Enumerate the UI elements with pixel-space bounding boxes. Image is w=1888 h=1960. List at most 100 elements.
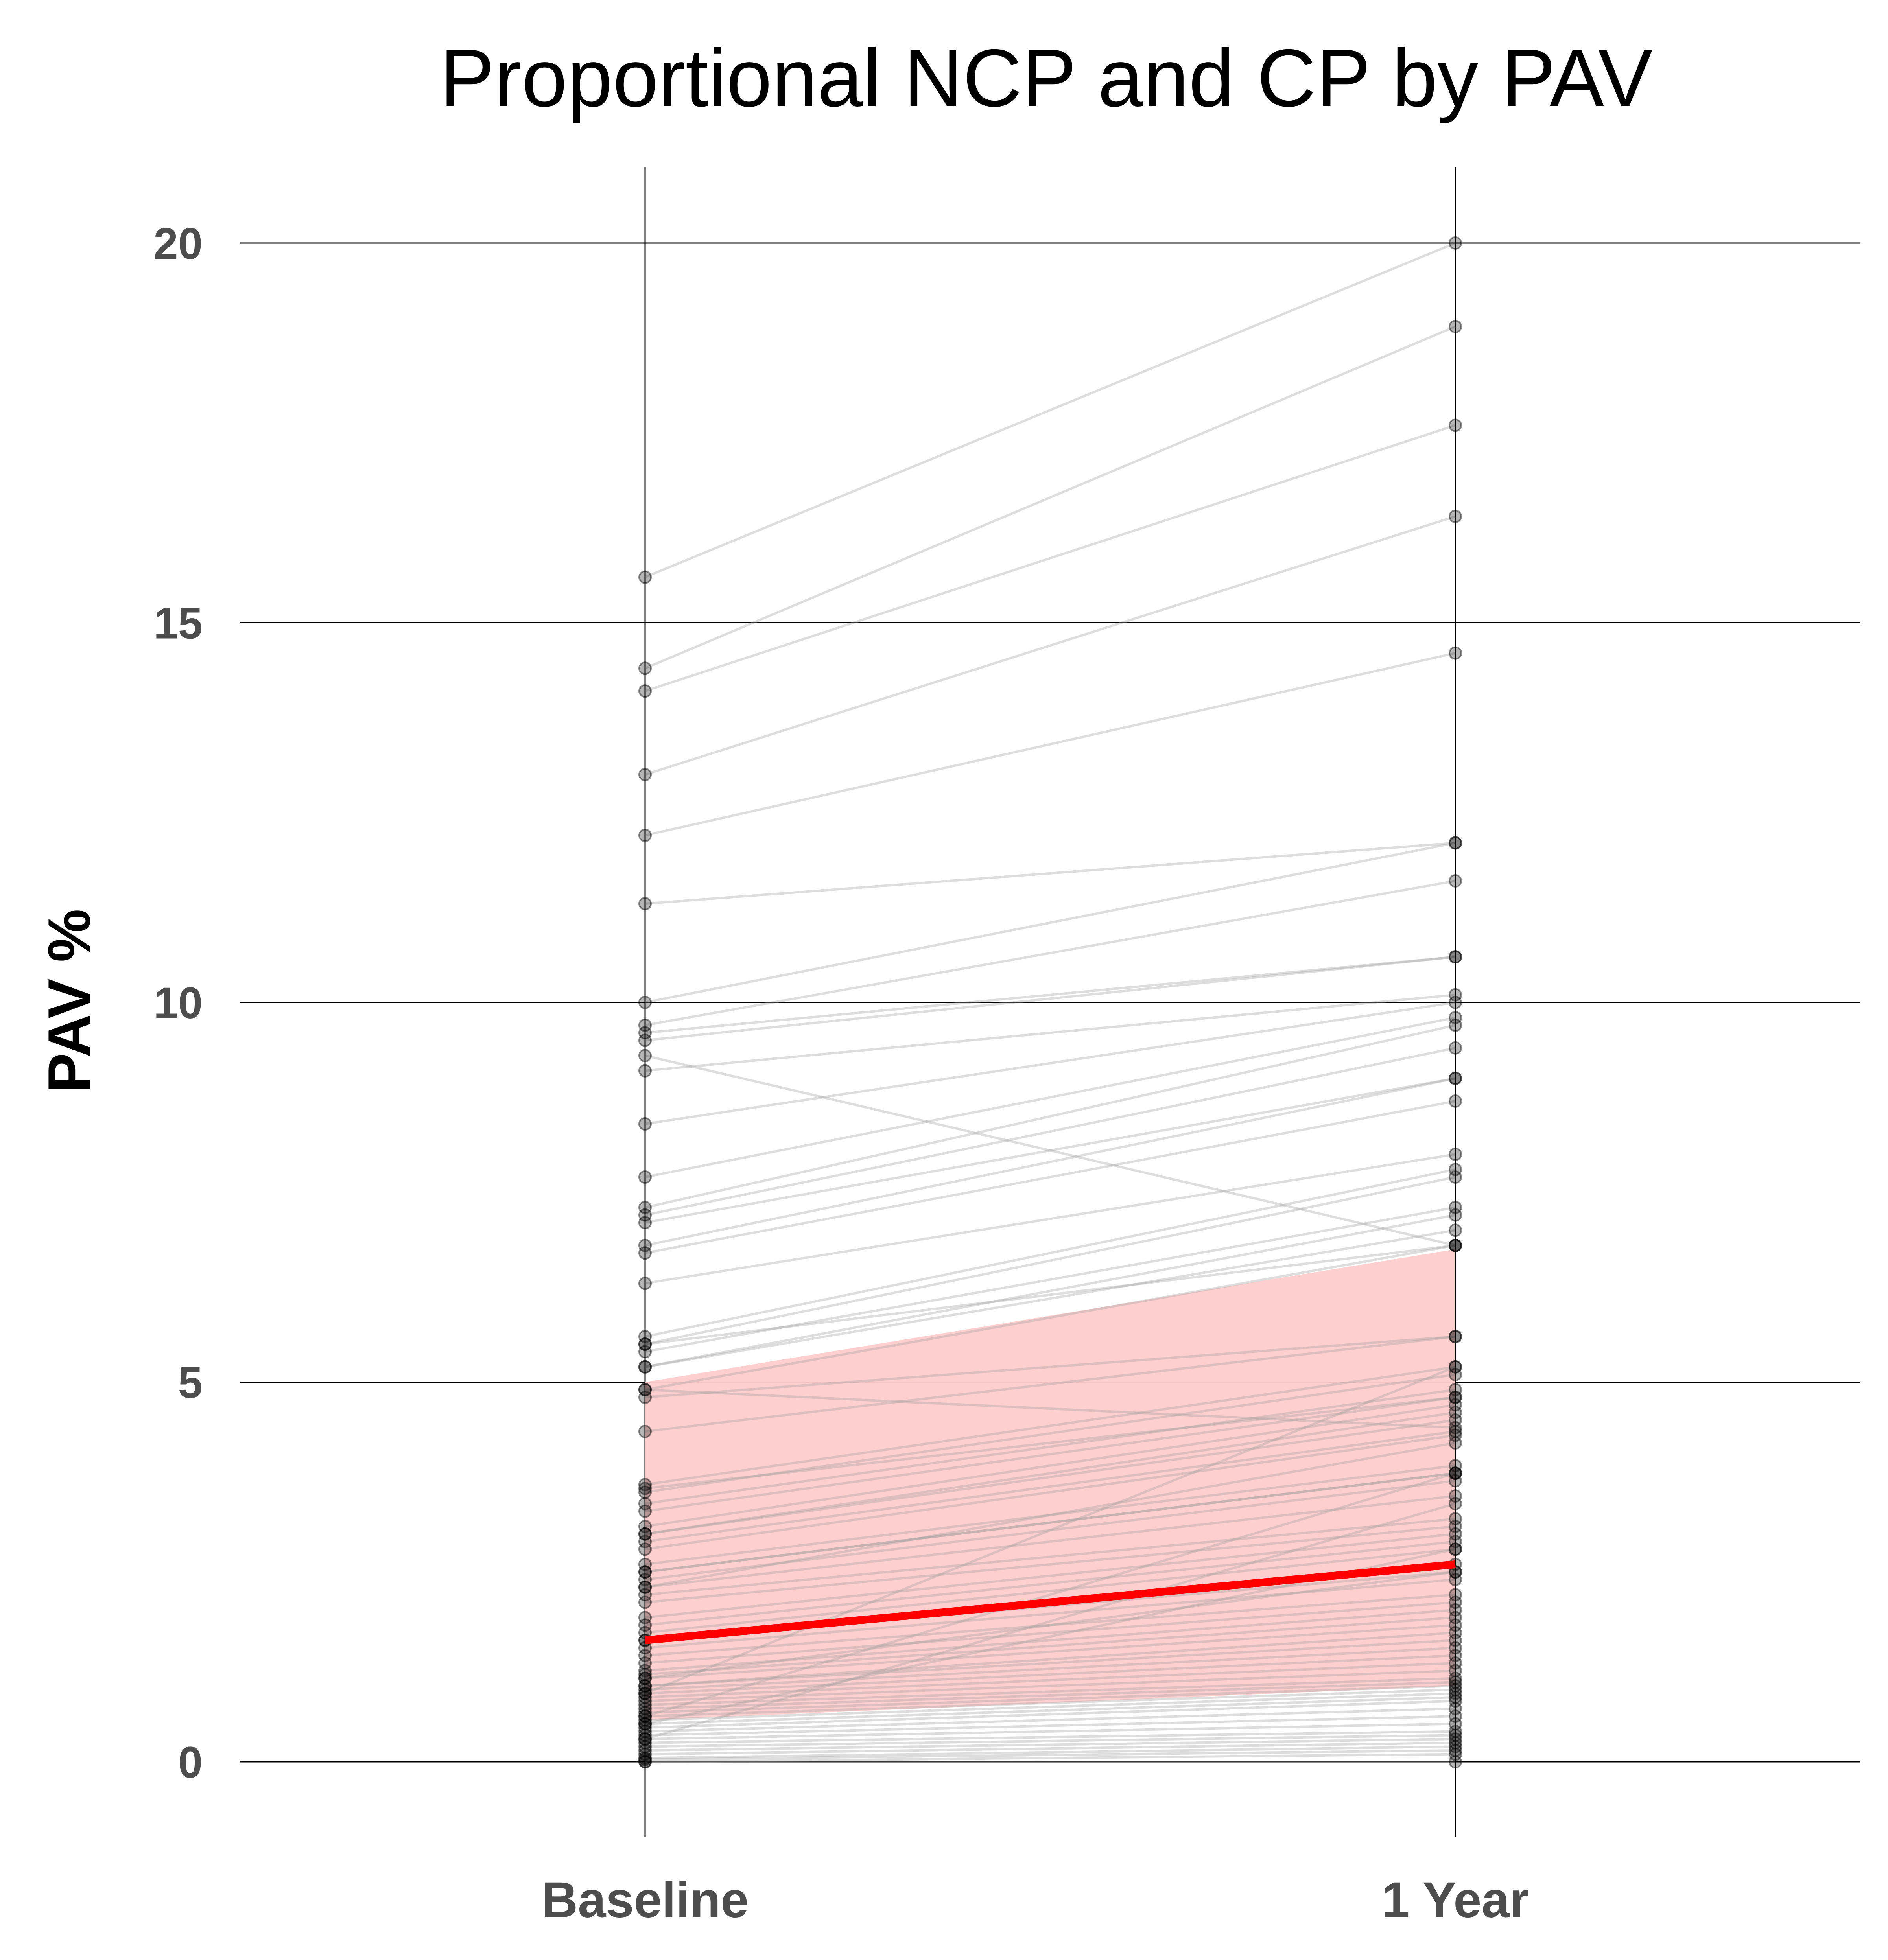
subject-point <box>638 1216 652 1229</box>
subject-point <box>1449 1740 1462 1754</box>
subject-point <box>1449 1208 1462 1222</box>
subject-line <box>645 1054 1456 1247</box>
subject-point <box>1449 1421 1462 1435</box>
subject-point <box>638 1064 652 1078</box>
subject-point <box>1449 1094 1462 1108</box>
subject-point <box>638 1383 652 1396</box>
subject-point <box>638 1535 652 1549</box>
subject-point <box>638 1383 652 1396</box>
subject-line <box>645 1730 1456 1744</box>
subject-point <box>1449 1611 1462 1625</box>
subject-point <box>1449 1535 1462 1549</box>
subject-point <box>638 1117 652 1131</box>
x-tick-label-0: Baseline <box>542 1872 749 1928</box>
subject-point <box>1449 1641 1462 1655</box>
subject-point <box>1449 1690 1462 1704</box>
subject-line <box>645 1335 1456 1433</box>
subject-point <box>638 1732 652 1746</box>
subject-line <box>645 1734 1456 1748</box>
subject-line <box>645 652 1456 837</box>
subject-point <box>1449 1679 1462 1693</box>
subject-point <box>1449 1162 1462 1176</box>
subject-point <box>1449 510 1462 523</box>
subject-point <box>638 1527 652 1541</box>
subject-line <box>645 1016 1456 1179</box>
subject-line <box>645 880 1456 1026</box>
subject-point <box>1449 1489 1462 1503</box>
subject-point <box>638 1679 652 1693</box>
subject-point <box>638 1618 652 1632</box>
subject-line <box>645 1388 1456 1429</box>
subject-line <box>645 1100 1456 1254</box>
subject-point <box>638 1481 652 1495</box>
subject-line <box>645 956 1456 1034</box>
confidence-band <box>645 1249 1455 1720</box>
subject-point <box>638 570 652 584</box>
subject-line <box>645 1396 1456 1512</box>
subject-point <box>638 1671 652 1685</box>
subject-line <box>645 1472 1456 1573</box>
subject-point <box>638 1683 652 1697</box>
subject-point <box>1449 1072 1462 1085</box>
subject-line <box>645 1738 1456 1752</box>
subject-point <box>1449 1238 1462 1252</box>
subject-line <box>645 1419 1456 1535</box>
subject-line <box>645 1639 1456 1687</box>
subject-point <box>1449 1223 1462 1237</box>
subject-point <box>638 1542 652 1556</box>
subject-point <box>1449 1391 1462 1404</box>
subject-point <box>638 1740 652 1754</box>
subject-line <box>645 1335 1456 1399</box>
subject-point <box>638 1345 652 1359</box>
subject-point <box>638 1360 652 1374</box>
subject-point <box>638 1679 652 1693</box>
subject-point <box>638 1201 652 1214</box>
subject-point <box>638 1721 652 1735</box>
subject-line <box>645 1601 1456 1664</box>
subject-point <box>1449 1474 1462 1488</box>
subject-point <box>638 1664 652 1678</box>
subject-point <box>1449 1724 1462 1738</box>
subject-point <box>1449 1675 1462 1689</box>
subject-line <box>645 424 1456 693</box>
subject-line <box>645 1608 1456 1672</box>
subject-line <box>645 1388 1456 1505</box>
subject-point <box>638 1656 652 1670</box>
subject-line <box>645 1077 1456 1224</box>
subject-point <box>1449 646 1462 660</box>
subject-point <box>1449 236 1462 250</box>
subject-point <box>1449 320 1462 333</box>
subject-line <box>645 1430 1456 1543</box>
subject-point <box>1449 1527 1462 1541</box>
subject-point <box>1449 1595 1462 1609</box>
subject-point <box>638 829 652 842</box>
subject-line <box>645 1684 1456 1714</box>
subject-point <box>1449 1238 1462 1252</box>
subject-line <box>645 1206 1456 1353</box>
subject-line <box>645 1396 1456 1490</box>
subject-point <box>1449 950 1462 964</box>
subject-point <box>638 1557 652 1571</box>
subject-line <box>645 1624 1456 1680</box>
gridlines <box>240 167 1860 1837</box>
subject-point <box>638 1611 652 1625</box>
subject-point <box>1449 1466 1462 1480</box>
subject-point <box>1449 836 1462 850</box>
subject-point <box>638 1208 652 1222</box>
subject-point <box>1449 1360 1462 1374</box>
subject-point <box>1449 1170 1462 1184</box>
subject-point <box>638 1724 652 1738</box>
subject-point <box>638 1649 652 1662</box>
subject-point <box>638 1667 652 1681</box>
subject-line <box>645 1692 1456 1721</box>
subject-line <box>645 1077 1456 1247</box>
subject-point <box>638 1049 652 1063</box>
subject-line <box>645 1669 1456 1702</box>
subject-line <box>645 1631 1456 1687</box>
subject-point <box>1449 1238 1462 1252</box>
subject-point <box>1449 1425 1462 1439</box>
subject-point <box>638 1588 652 1602</box>
subject-line <box>645 1715 1456 1737</box>
subject-point <box>638 1485 652 1499</box>
subject-point <box>1449 1573 1462 1586</box>
